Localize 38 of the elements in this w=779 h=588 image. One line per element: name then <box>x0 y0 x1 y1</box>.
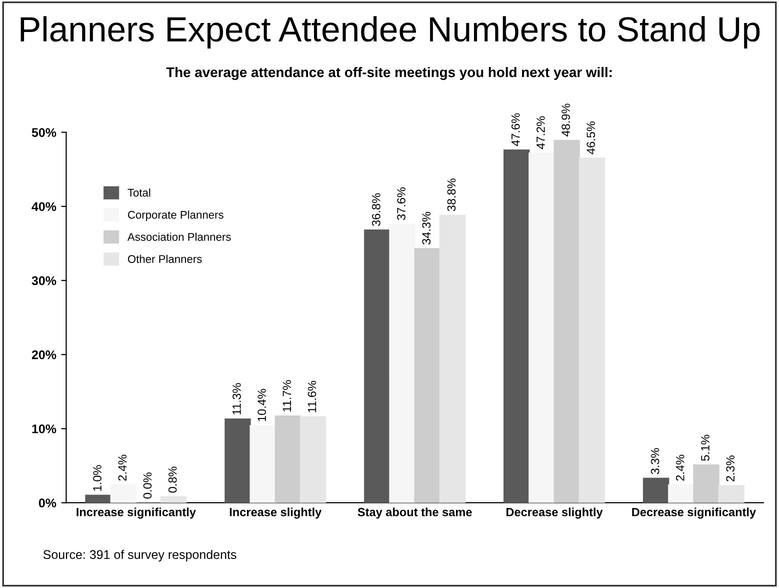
data-label: 2.3% <box>726 456 735 482</box>
x-tick-label: Decrease slightly <box>506 508 603 519</box>
data-label: 2.4% <box>118 454 127 481</box>
data-label: 47.6% <box>511 113 520 146</box>
y-tick-label: 0% <box>38 498 56 508</box>
data-label: 47.2% <box>536 116 545 150</box>
data-label: 48.9% <box>562 104 570 136</box>
y-tick-label: 10% <box>32 424 56 434</box>
chart-subtitle: The average attendance at off-site meetings you hold next year will: <box>166 66 612 80</box>
data-label: 0.8% <box>168 466 177 493</box>
data-label: 0.0% <box>143 472 152 499</box>
data-label: 37.6% <box>397 187 406 220</box>
x-tick-label: Decrease significantly <box>632 508 756 519</box>
source-note: Source: 391 of survey respondents <box>43 550 236 562</box>
data-label: 5.1% <box>701 434 710 461</box>
chart-title: Planners Expect Attendee Numbers to Stand Up <box>20 16 760 49</box>
y-tick-label: 20% <box>32 350 56 360</box>
data-label: 11.6% <box>308 380 316 412</box>
legend-label: Association Planners <box>127 232 231 241</box>
legend-label: Other Planners <box>128 254 202 263</box>
x-tick-label: Increase significantly <box>76 508 196 519</box>
legend-label: Corporate Planners <box>128 210 224 221</box>
data-label: 2.4% <box>676 454 684 481</box>
data-label: 10.4% <box>258 388 266 422</box>
data-label: 1.0% <box>93 465 102 491</box>
legend-label: Total <box>128 188 150 197</box>
data-label: 38.8% <box>447 178 456 212</box>
data-label: 46.5% <box>586 121 596 154</box>
data-label: 11.3% <box>232 383 241 414</box>
x-tick-label: Stay about the same <box>358 508 472 519</box>
data-label: 36.8% <box>372 193 380 226</box>
data-label: 3.3% <box>650 448 660 474</box>
y-tick-label: 30% <box>32 276 56 286</box>
x-tick-label: Increase slightly <box>230 508 322 519</box>
y-tick-label: 50% <box>32 128 56 137</box>
data-label: 11.7% <box>282 380 292 412</box>
y-tick-label: 40% <box>32 202 56 212</box>
data-label: 34.3% <box>422 212 431 244</box>
